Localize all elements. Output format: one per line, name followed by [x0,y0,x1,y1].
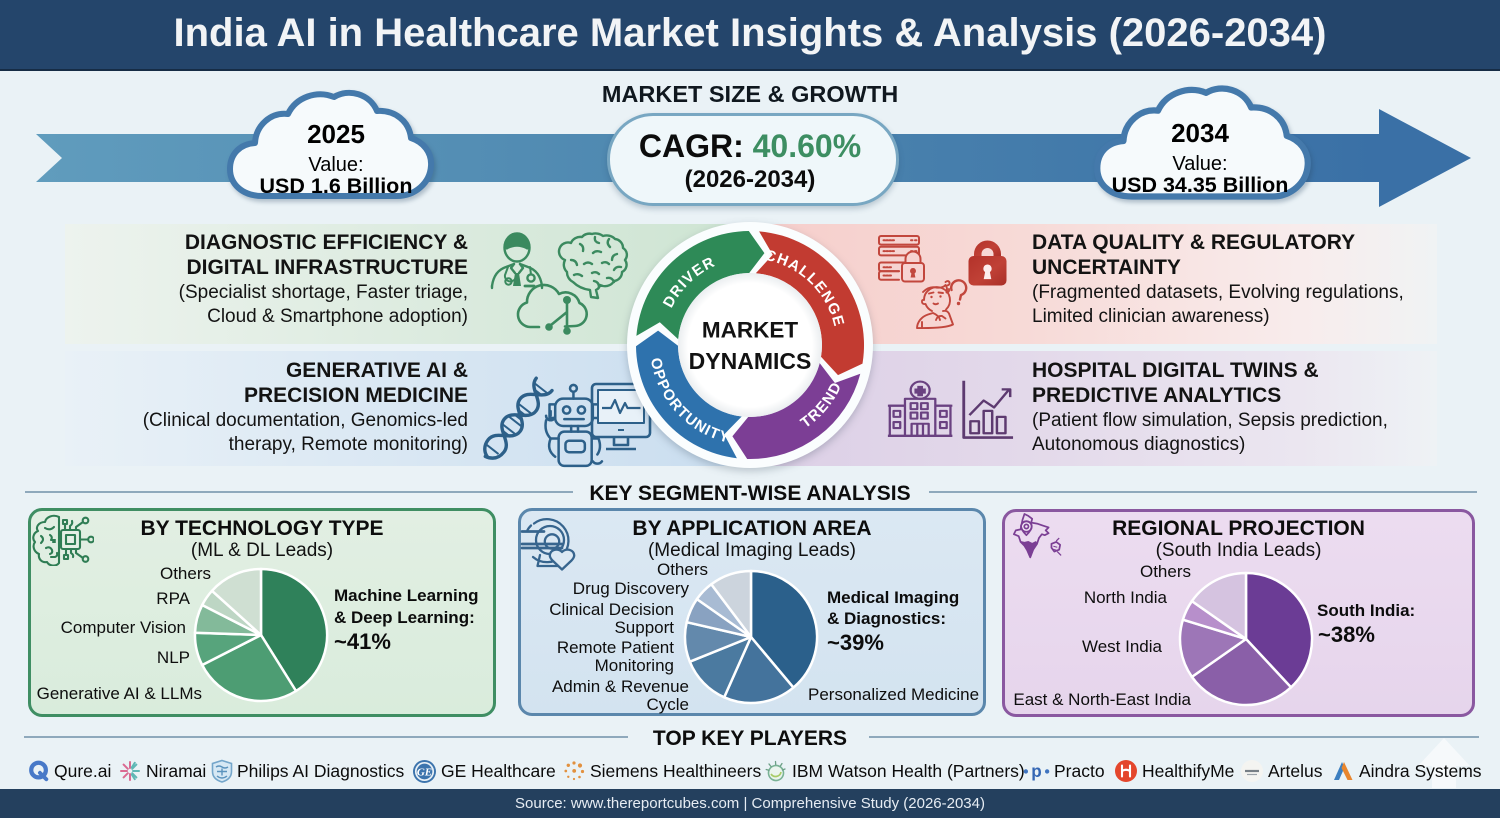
svg-text:DYNAMICS: DYNAMICS [689,348,812,374]
svg-text:MARKET: MARKET [702,318,798,343]
svg-text:p: p [1031,762,1041,781]
svg-text:GE: GE [417,766,432,778]
